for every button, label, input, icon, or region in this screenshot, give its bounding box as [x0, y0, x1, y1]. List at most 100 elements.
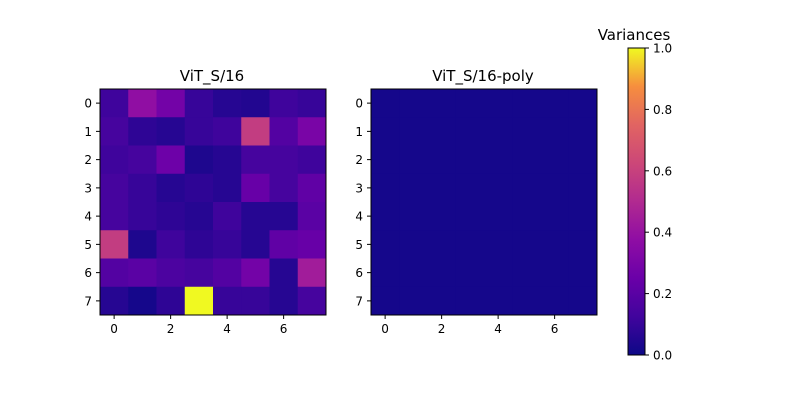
heatmap-cell: [269, 117, 299, 146]
heatmap-cell: [128, 89, 157, 118]
colorbar-frame: [627, 47, 646, 356]
heatmap-cell: [540, 117, 570, 146]
heatmap-cell: [540, 89, 570, 118]
heatmap-cell: [455, 89, 485, 118]
heatmap-cell: [297, 286, 327, 316]
heatmap-cell: [156, 117, 186, 146]
heatmap-cell: [100, 202, 129, 231]
heatmap-cell: [156, 89, 186, 118]
heatmap-cell: [128, 286, 157, 316]
x-axis: 0 2 4 6: [110, 315, 287, 336]
panel-title: ViT_S/16-poly: [432, 67, 534, 86]
x-tick-label: 4: [223, 322, 231, 336]
heatmap-cell: [269, 173, 299, 203]
colorbar: Variances 0.0 0.2 0.4 0.6 0.8 1.0: [598, 26, 672, 363]
heatmap-cell: [213, 117, 242, 146]
heatmap-cell: [455, 117, 485, 146]
y-tick-label: 3: [84, 181, 92, 195]
heatmap-cell: [269, 202, 299, 231]
heatmap-cell: [128, 145, 157, 175]
colorbar-tick-label: 0.2: [653, 287, 672, 301]
heatmap-cell: [184, 202, 214, 231]
heatmap-cell: [100, 258, 129, 288]
heatmap-cell: [156, 286, 186, 316]
heatmap-cell: [427, 202, 457, 231]
heatmap-cell: [484, 286, 513, 316]
heatmap-cell: [512, 173, 541, 203]
heatmap-cell: [184, 117, 214, 146]
heatmap-cell: [427, 145, 457, 175]
heatmap-cell: [241, 202, 270, 231]
heatmap-cell: [512, 286, 541, 316]
y-tick-label: 5: [84, 238, 92, 252]
heatmap-cell: [100, 89, 129, 118]
heatmap-cell: [156, 173, 186, 203]
heatmap-cell: [213, 145, 242, 175]
heatmap-cell: [455, 145, 485, 175]
heatmap-cell: [297, 202, 327, 231]
heatmap-cell: [540, 173, 570, 203]
heatmap-cell: [184, 230, 214, 259]
heatmap-cell: [241, 258, 270, 288]
y-tick-label: 7: [355, 294, 363, 308]
heatmap-cell: [540, 286, 570, 316]
colorbar-title: Variances: [598, 26, 671, 44]
heatmap-cell: [371, 202, 400, 231]
x-tick-label: 0: [381, 322, 389, 336]
heatmap-cell: [371, 145, 400, 175]
y-tick-label: 0: [84, 97, 92, 111]
y-tick-label: 6: [84, 266, 92, 280]
heatmap-cell: [540, 258, 570, 288]
heatmap-cell: [184, 89, 214, 118]
heatmap-cell: [100, 286, 129, 316]
heatmap-cell: [399, 258, 428, 288]
heatmap-cell: [540, 145, 570, 175]
y-tick-label: 0: [355, 97, 363, 111]
heatmap-cell: [455, 202, 485, 231]
heatmap-cell: [297, 117, 327, 146]
heatmap-cell: [128, 258, 157, 288]
heatmap-cell: [241, 117, 270, 146]
heatmap-cell: [455, 258, 485, 288]
heatmap-cell: [512, 89, 541, 118]
heatmap-cell: [269, 89, 299, 118]
colorbar-tick-label: 0.0: [653, 349, 672, 363]
heatmap-cell: [128, 173, 157, 203]
y-tick-label: 1: [355, 125, 363, 139]
heatmap-cell: [455, 230, 485, 259]
heatmap-cell: [241, 230, 270, 259]
heatmap-cell: [371, 117, 400, 146]
heatmap-cell: [484, 258, 513, 288]
colorbar-tick-label: 0.6: [653, 164, 672, 178]
heatmap-cell: [540, 202, 570, 231]
heatmap-cell: [100, 173, 129, 203]
heatmap-cell: [568, 230, 598, 259]
heatmap-cell: [128, 117, 157, 146]
heatmap-cell: [568, 202, 598, 231]
heatmap-cell: [568, 173, 598, 203]
heatmap-cell: [184, 145, 214, 175]
heatmap-cell: [399, 145, 428, 175]
heatmap-cell: [399, 173, 428, 203]
heatmap-cell: [156, 230, 186, 259]
heatmap-cell: [484, 230, 513, 259]
heatmap-cell: [371, 286, 400, 316]
colorbar-ticks: 0.0 0.2 0.4 0.6 0.8 1.0: [645, 42, 672, 363]
heatmap-cell: [213, 89, 242, 118]
colorbar-tick-label: 0.4: [653, 226, 672, 240]
heatmap-cell: [156, 258, 186, 288]
heatmap-cell: [484, 173, 513, 203]
x-tick-label: 0: [110, 322, 118, 336]
heatmap-cells: [371, 89, 598, 316]
x-tick-label: 6: [551, 322, 559, 336]
heatmap-cell: [455, 173, 485, 203]
heatmap-cell: [371, 173, 400, 203]
heatmap-cell: [213, 258, 242, 288]
y-tick-label: 6: [355, 266, 363, 280]
colorbar-tick-label: 0.8: [653, 103, 672, 117]
heatmap-cell: [512, 258, 541, 288]
heatmap-cell: [269, 230, 299, 259]
heatmap-cell: [568, 89, 598, 118]
colorbar-tick-label: 1.0: [653, 42, 672, 56]
heatmap-cell: [297, 173, 327, 203]
